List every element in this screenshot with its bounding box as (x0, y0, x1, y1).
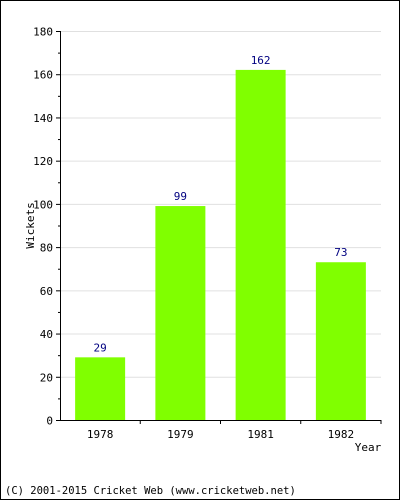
y-tick-label: 100 (33, 198, 53, 211)
bar-1978 (75, 357, 126, 420)
data-label-1978: 29 (94, 341, 107, 354)
x-tick-label-1982: 1982 (328, 428, 355, 441)
y-tick-label: 140 (33, 112, 53, 125)
x-axis-title: Year (355, 441, 382, 454)
copyright-notice: (C) 2001-2015 Cricket Web (www.cricketwe… (5, 485, 296, 497)
bar-1979 (155, 206, 206, 420)
y-tick-label: 20 (40, 371, 53, 384)
y-tick-label: 80 (40, 242, 53, 255)
y-tick-label: 180 (33, 26, 53, 39)
y-ticks: 0 20 40 60 80 100 120 140 160 180 (33, 26, 60, 428)
bar-1982 (315, 262, 366, 420)
grid-layer (60, 31, 381, 378)
bar-1981 (235, 69, 286, 421)
bars-layer (75, 69, 366, 421)
data-label-1982: 73 (334, 246, 347, 259)
y-tick-label: 0 (46, 415, 53, 428)
x-tick-label-1979: 1979 (167, 428, 194, 441)
x-tick-label-1981: 1981 (247, 428, 274, 441)
data-label-1979: 99 (174, 190, 187, 203)
y-tick-label: 120 (33, 155, 53, 168)
y-axis-title: Wickets (24, 202, 37, 248)
y-tick-label: 60 (40, 285, 53, 298)
y-tick-label: 40 (40, 328, 53, 341)
x-ticks: 1978 1979 1981 1982 (87, 420, 382, 441)
data-labels: 29 99 162 73 (94, 54, 348, 354)
x-tick-label-1978: 1978 (87, 428, 114, 441)
y-tick-label: 160 (33, 69, 53, 82)
data-label-1981: 162 (251, 54, 271, 67)
